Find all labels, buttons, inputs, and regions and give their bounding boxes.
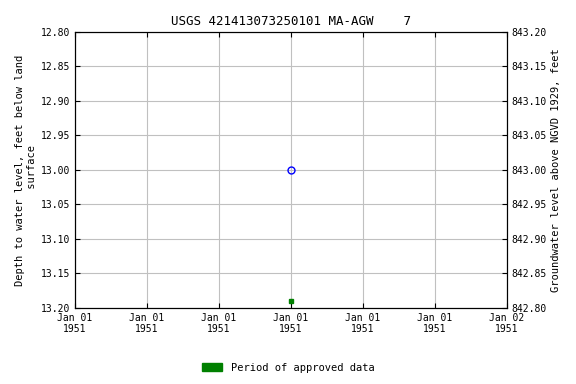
Title: USGS 421413073250101 MA-AGW    7: USGS 421413073250101 MA-AGW 7	[171, 15, 411, 28]
Legend: Period of approved data: Period of approved data	[198, 359, 378, 377]
Y-axis label: Groundwater level above NGVD 1929, feet: Groundwater level above NGVD 1929, feet	[551, 48, 561, 292]
Y-axis label: Depth to water level, feet below land
 surface: Depth to water level, feet below land su…	[15, 55, 37, 286]
